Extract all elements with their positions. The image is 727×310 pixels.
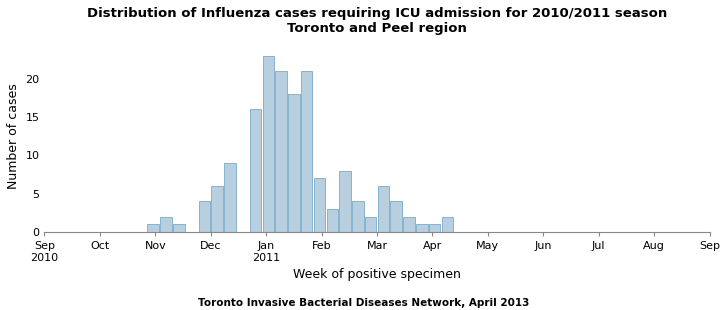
Bar <box>441 217 453 232</box>
Bar <box>262 55 274 232</box>
X-axis label: Week of positive specimen: Week of positive specimen <box>293 268 461 281</box>
Bar <box>403 217 414 232</box>
Bar <box>224 163 236 232</box>
Bar <box>390 202 402 232</box>
Bar <box>288 94 300 232</box>
Bar <box>301 71 313 232</box>
Bar <box>212 186 223 232</box>
Bar <box>340 171 351 232</box>
Bar <box>352 202 364 232</box>
Bar <box>276 71 287 232</box>
Bar <box>250 109 261 232</box>
Bar <box>314 179 325 232</box>
Y-axis label: Number of cases: Number of cases <box>7 83 20 189</box>
Bar <box>326 209 338 232</box>
Bar <box>429 224 441 232</box>
Bar <box>160 217 172 232</box>
Bar <box>377 186 389 232</box>
Bar <box>416 224 427 232</box>
Bar <box>173 224 185 232</box>
Text: Toronto Invasive Bacterial Diseases Network, April 2013: Toronto Invasive Bacterial Diseases Netw… <box>198 299 529 308</box>
Title: Distribution of Influenza cases requiring ICU admission for 2010/2011 season
Tor: Distribution of Influenza cases requirin… <box>87 7 667 35</box>
Bar <box>198 202 210 232</box>
Bar <box>365 217 377 232</box>
Bar <box>148 224 159 232</box>
